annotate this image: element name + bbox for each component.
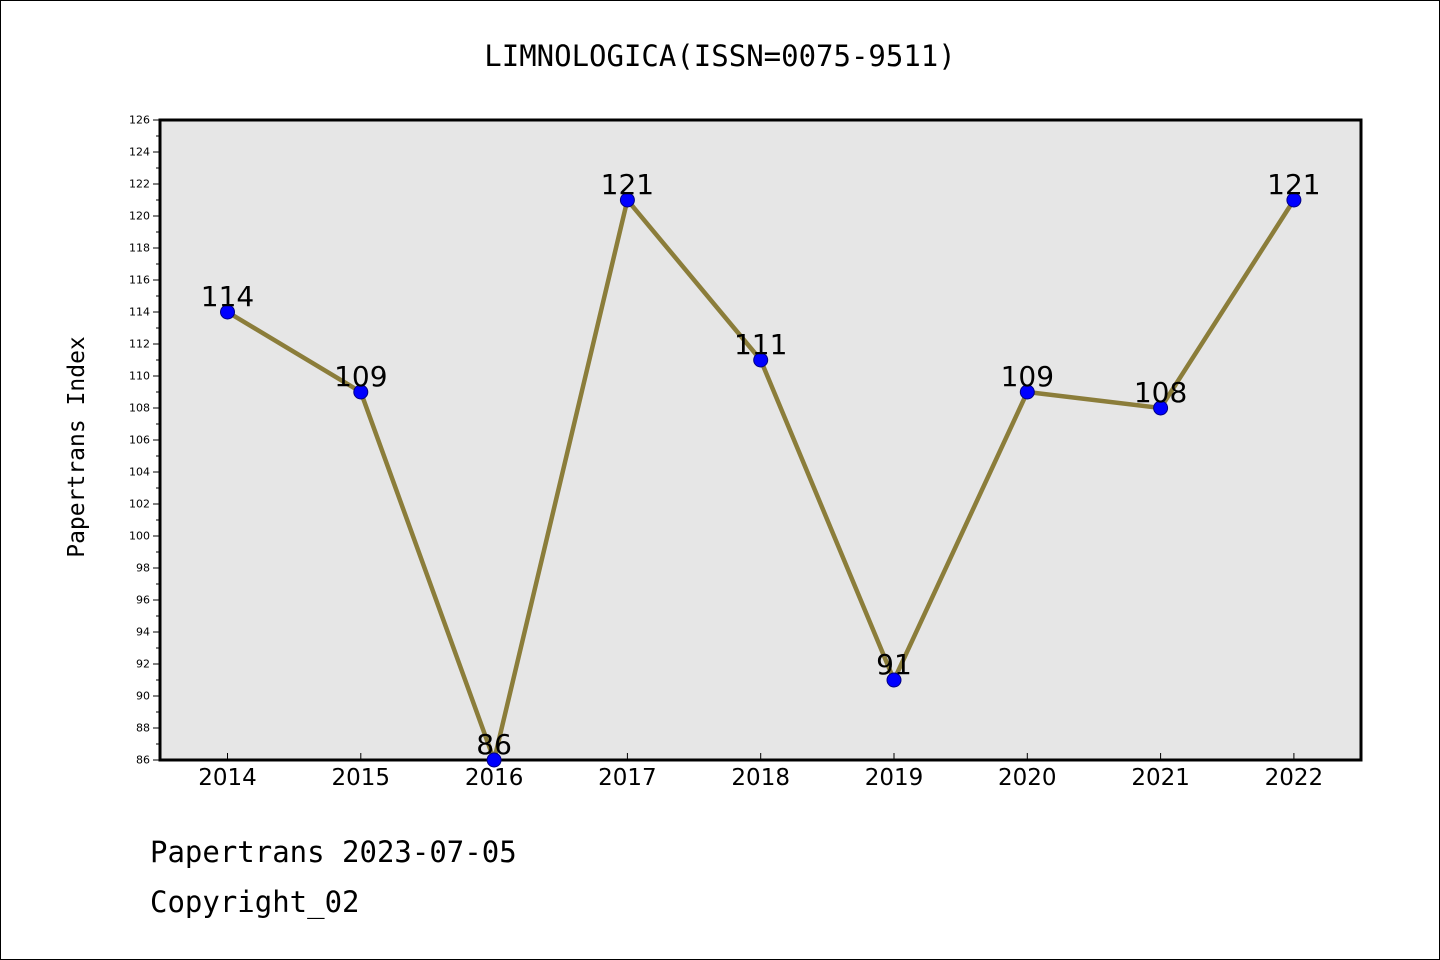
plot-area — [158, 118, 1363, 762]
data-label: 109 — [334, 360, 387, 393]
y-tick-label: 102 — [129, 498, 150, 511]
chart-title: LIMNOLOGICA(ISSN=0075-9511) — [484, 39, 955, 73]
data-label: 121 — [1267, 168, 1320, 201]
y-tick-label: 108 — [129, 402, 150, 415]
data-labels: 114 109 86 121 111 91 109 108 121 — [201, 168, 1321, 761]
x-tick-label: 2022 — [1265, 765, 1324, 791]
y-tick-label: 96 — [136, 594, 150, 607]
y-tick-label: 118 — [129, 242, 150, 255]
data-label: 114 — [201, 280, 254, 313]
data-point — [886, 672, 902, 688]
data-label: 111 — [734, 328, 787, 361]
y-tick-label: 92 — [136, 658, 150, 671]
y-tick-label: 86 — [136, 754, 150, 767]
x-tick-label: 2019 — [865, 765, 924, 791]
x-tick-label: 2021 — [1131, 765, 1190, 791]
data-label: 86 — [476, 728, 512, 761]
x-tick-label: 2018 — [731, 765, 790, 791]
y-axis-label: Papertrans Index — [64, 336, 90, 558]
x-tick-label: 2020 — [998, 765, 1057, 791]
y-tick-label: 116 — [129, 274, 150, 287]
y-tick-label: 98 — [136, 562, 150, 575]
y-tick-label: 126 — [129, 114, 150, 127]
y-tick-label: 120 — [129, 210, 150, 223]
y-tick-label: 94 — [136, 626, 150, 639]
y-tick-label: 100 — [129, 530, 150, 543]
x-tick-label: 2014 — [198, 765, 257, 791]
y-tick-label: 90 — [136, 690, 150, 703]
data-point — [619, 192, 635, 208]
data-series — [220, 192, 1302, 768]
x-tick-label: 2016 — [465, 765, 524, 791]
data-point — [353, 384, 369, 400]
data-point — [486, 752, 502, 768]
y-tick-label: 104 — [129, 466, 150, 479]
y-tick-label: 110 — [129, 370, 150, 383]
x-axis: 2014 2015 2016 2017 2018 2019 2020 2021 2022 — [198, 753, 1323, 791]
data-point — [1153, 400, 1169, 416]
data-point — [1019, 384, 1035, 400]
data-label: 108 — [1134, 376, 1187, 409]
data-point — [1286, 192, 1302, 208]
data-label: 109 — [1001, 360, 1054, 393]
x-tick-label: 2015 — [332, 765, 391, 791]
y-tick-label: 114 — [129, 306, 150, 319]
footer-date: Papertrans 2023-07-05 — [150, 835, 517, 869]
y-axis: 86 88 90 92 94 96 98 100 102 104 106 108 110 112 114 11… — [129, 114, 160, 767]
data-label: 91 — [876, 648, 912, 681]
data-point — [753, 352, 769, 368]
y-tick-label: 106 — [129, 434, 150, 447]
y-tick-label: 122 — [129, 178, 150, 191]
y-tick-label: 88 — [136, 722, 150, 735]
data-point — [220, 304, 235, 320]
footer-copyright: Copyright_02 — [150, 885, 360, 919]
data-label: 121 — [601, 168, 654, 201]
x-tick-label: 2017 — [598, 765, 657, 791]
y-tick-label: 124 — [129, 146, 150, 159]
y-tick-label: 112 — [129, 338, 150, 351]
